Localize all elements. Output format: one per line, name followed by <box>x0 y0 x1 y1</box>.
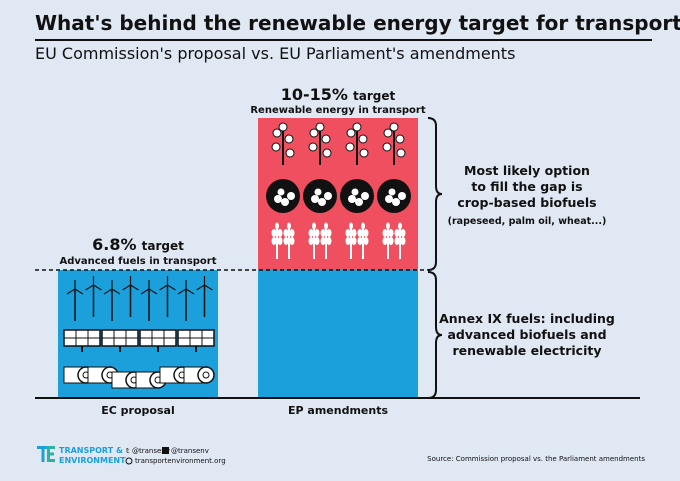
logo-mark <box>37 446 55 462</box>
ec-target: 6.8% target <box>92 235 184 254</box>
ep-target-word: target <box>353 89 395 103</box>
annotation-line: Annex IX fuels: including <box>439 311 615 326</box>
logo-text: TRANSPORT & <box>59 446 123 455</box>
palm-icon <box>266 179 300 213</box>
logo-text: ENVIRONMENT <box>59 456 126 465</box>
ep-target-value: 10-15% <box>281 85 348 104</box>
annotation-line: Most likely option <box>464 163 590 178</box>
annotation-line: advanced biofuels and <box>447 327 606 342</box>
ec-target-value: 6.8% <box>92 235 136 254</box>
bale-icon <box>183 366 215 384</box>
brace-top <box>427 117 443 271</box>
facebook-handle: @transenv <box>171 447 209 455</box>
facebook-icon <box>162 447 169 454</box>
title: What's behind the renewable energy targe… <box>35 11 680 35</box>
annotation-note: (rapeseed, palm oil, wheat...) <box>448 216 607 227</box>
annotation-line: crop-based biofuels <box>457 195 596 210</box>
ep-target: 10-15% target <box>281 85 396 104</box>
web-icon <box>125 457 133 465</box>
annotation-line: to fill the gap is <box>471 179 582 194</box>
ep-caption: Renewable energy in transport <box>250 105 426 116</box>
palm-icon <box>340 179 374 213</box>
website: transportenvironment.org <box>135 457 226 465</box>
palm-icon <box>303 179 337 213</box>
source: Source: Commission proposal vs. the Parl… <box>427 455 645 463</box>
ec-label: EC proposal <box>101 404 174 417</box>
ep-annex-segment <box>258 270 418 398</box>
twitter-handle: @transenv <box>132 447 170 455</box>
palm-icon <box>377 179 411 213</box>
ep-label: EP amendments <box>288 404 388 417</box>
ec-caption: Advanced fuels in transport <box>59 256 216 267</box>
annotation-line: renewable electricity <box>453 343 602 358</box>
twitter: 𝕥 @transenv <box>126 447 170 455</box>
brace-bottom <box>427 271 443 399</box>
ec-target-word: target <box>142 239 184 253</box>
subtitle: EU Commission's proposal vs. EU Parliame… <box>35 44 515 63</box>
